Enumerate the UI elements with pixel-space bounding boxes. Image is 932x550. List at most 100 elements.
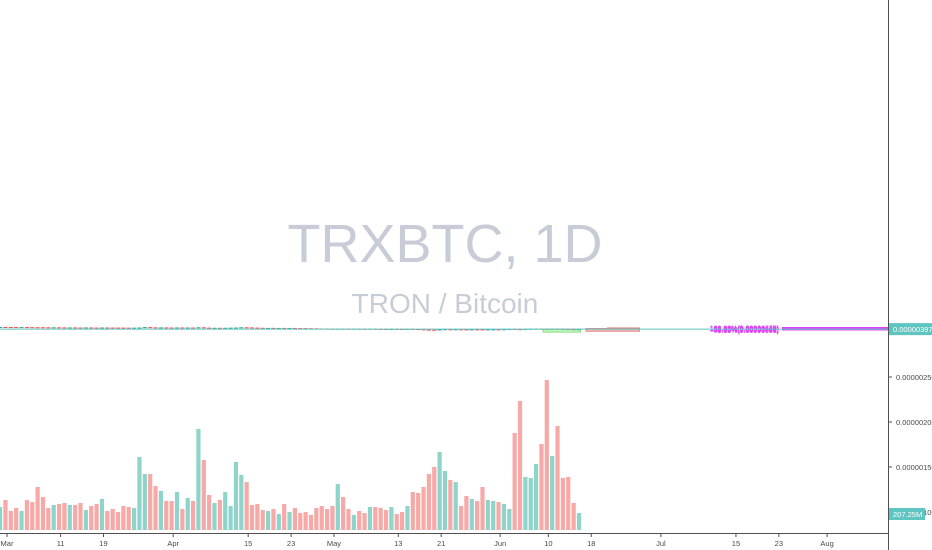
volume-bar <box>126 507 131 530</box>
candle-body[interactable] <box>110 327 115 329</box>
volume-bar <box>555 426 560 530</box>
volume-bar <box>303 512 308 530</box>
time-tick-label: May <box>327 539 341 548</box>
candle-body[interactable] <box>287 327 292 329</box>
candle-body[interactable] <box>121 327 126 329</box>
time-tick-label: 15 <box>732 539 740 548</box>
candle-body[interactable] <box>62 327 67 329</box>
candle-body[interactable] <box>217 327 222 329</box>
candle-body[interactable] <box>271 327 276 329</box>
volume-bar <box>507 509 512 530</box>
candle-body[interactable] <box>448 329 453 331</box>
candle-body[interactable] <box>266 327 271 329</box>
time-tick-label: 10 <box>544 539 552 548</box>
candle-body[interactable] <box>426 329 431 331</box>
candle-body[interactable] <box>46 327 51 329</box>
candle-body[interactable] <box>491 329 496 331</box>
candle-body[interactable] <box>8 327 13 329</box>
candle-body[interactable] <box>223 327 228 329</box>
candle-body[interactable] <box>94 327 99 329</box>
volume-bar <box>271 509 276 530</box>
candle-body[interactable] <box>174 327 180 329</box>
candle-body[interactable] <box>517 329 523 331</box>
candle-body[interactable] <box>201 327 206 329</box>
candle-body[interactable] <box>190 327 196 329</box>
candle-body[interactable] <box>501 329 507 331</box>
fib-level-label: 100.00%(0.00000472) <box>710 326 779 333</box>
candle-body[interactable] <box>469 329 474 331</box>
candle-body[interactable] <box>432 329 437 331</box>
candle-body[interactable] <box>56 327 62 329</box>
time-tick-label: 21 <box>437 539 445 548</box>
volume-bar <box>217 500 222 530</box>
volume-bar <box>121 506 126 530</box>
price-axis[interactable]: 0.000006500.000006000.000005500.00000500… <box>888 0 932 550</box>
candle-body[interactable] <box>73 327 78 329</box>
candle-body[interactable] <box>233 327 239 329</box>
candle-body[interactable] <box>164 327 169 329</box>
volume-bar <box>30 502 35 530</box>
time-tick-label: Mar <box>1 539 14 548</box>
candle-body[interactable] <box>475 329 480 331</box>
candle-body[interactable] <box>421 329 426 331</box>
candle-body[interactable] <box>132 327 137 329</box>
candle-body[interactable] <box>260 327 265 329</box>
candle-body[interactable] <box>292 327 297 329</box>
volume-bar <box>464 496 469 530</box>
candle-body[interactable] <box>244 327 249 329</box>
candle-body[interactable] <box>207 327 212 329</box>
candle-body[interactable] <box>30 327 35 329</box>
candle-body[interactable] <box>298 328 303 330</box>
candle-body[interactable] <box>212 327 217 329</box>
volume-bar <box>115 512 121 530</box>
candle-body[interactable] <box>276 327 281 329</box>
candle-body[interactable] <box>99 327 105 329</box>
candle-body[interactable] <box>158 327 163 329</box>
candle-body[interactable] <box>35 327 40 329</box>
volume-bar <box>292 508 297 530</box>
candle-body[interactable] <box>228 327 233 329</box>
candle-body[interactable] <box>185 327 190 329</box>
candle-body[interactable] <box>249 327 255 329</box>
candle-body[interactable] <box>78 327 83 329</box>
volume-bar <box>260 510 265 530</box>
candle-body[interactable] <box>464 329 469 331</box>
candle-body[interactable] <box>255 327 260 329</box>
candle-body[interactable] <box>480 329 485 331</box>
candle-body[interactable] <box>19 327 24 329</box>
volume-bar <box>426 474 431 530</box>
candle-body[interactable] <box>142 327 147 329</box>
candle-body[interactable] <box>14 327 19 329</box>
candle-body[interactable] <box>148 327 153 329</box>
volume-bar <box>201 460 206 530</box>
candle-body[interactable] <box>40 327 46 329</box>
candle-body[interactable] <box>282 327 287 329</box>
candle-body[interactable] <box>24 327 29 329</box>
candle-body[interactable] <box>180 327 185 329</box>
candle-body[interactable] <box>196 327 201 329</box>
time-axis[interactable]: Mar 11 19 Apr 15 23 May 13 21 Jun 10 18 Jul 15 23 Aug <box>0 533 888 548</box>
candle-body[interactable] <box>0 326 3 328</box>
candle-body[interactable] <box>67 327 72 329</box>
candle-body[interactable] <box>89 327 94 329</box>
candle-body[interactable] <box>51 327 56 329</box>
candle-body[interactable] <box>3 326 8 328</box>
candle-body[interactable] <box>169 327 174 329</box>
candle-body[interactable] <box>496 329 501 331</box>
candle-body[interactable] <box>453 329 458 331</box>
candle-body[interactable] <box>437 329 442 331</box>
volume-bar <box>383 510 389 530</box>
candle-body[interactable] <box>458 329 464 331</box>
volume-bar <box>212 503 217 530</box>
candle-body[interactable] <box>137 327 142 329</box>
volume-bar <box>566 477 571 530</box>
candle-body[interactable] <box>83 327 88 329</box>
candle-body[interactable] <box>105 327 110 329</box>
candle-body[interactable] <box>126 327 131 329</box>
candle-body[interactable] <box>442 329 448 331</box>
candle-body[interactable] <box>239 327 244 329</box>
candle-body[interactable] <box>485 329 490 331</box>
candle-body[interactable] <box>115 327 121 329</box>
candle-body[interactable] <box>153 327 158 329</box>
